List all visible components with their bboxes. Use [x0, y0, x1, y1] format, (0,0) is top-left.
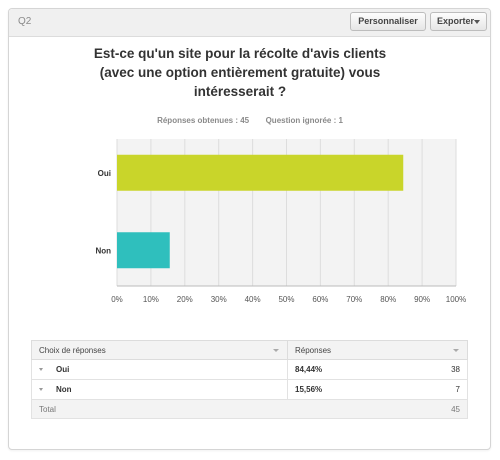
answer-percent: 84,44% [295, 365, 323, 374]
chevron-down-icon [453, 349, 459, 352]
answer-percent: 15,56% [295, 385, 323, 394]
x-tick-label: 30% [211, 295, 227, 304]
chevron-down-icon[interactable] [39, 388, 43, 392]
response-stats: Réponses obtenues : 45 Question ignorée … [0, 116, 500, 125]
total-label: Total [31, 399, 432, 419]
answered-count: Réponses obtenues : 45 [157, 116, 250, 125]
answer-count: 7 [432, 379, 468, 400]
total-count: 45 [432, 399, 468, 419]
y-category-label: Non [95, 246, 111, 255]
answer-label: Oui [56, 365, 70, 374]
card-header: Q2 Personnaliser Exporter [9, 9, 490, 37]
chevron-down-icon [273, 349, 279, 352]
answer-label: Non [56, 385, 72, 394]
table-header-row: Choix de réponses Réponses [31, 340, 468, 360]
responses-column-header[interactable]: Réponses [287, 340, 468, 360]
choices-column-header[interactable]: Choix de réponses [31, 340, 288, 360]
chevron-down-icon[interactable] [39, 368, 43, 372]
x-tick-label: 0% [111, 295, 123, 304]
responses-table: Choix de réponses Réponses Oui 84,44% 38… [31, 340, 468, 419]
x-tick-label: 100% [446, 295, 466, 304]
bar-chart: 0% 10% 20% 30% 40% 50% 60% 70% 80% 90% 100% Oui Non [95, 139, 466, 304]
x-tick-label: 10% [143, 295, 159, 304]
table-row[interactable]: Oui 84,44% 38 [31, 359, 468, 380]
export-button[interactable]: Exporter [430, 12, 487, 31]
choices-column-label: Choix de réponses [39, 345, 106, 355]
export-button-label: Exporter [437, 16, 475, 26]
question-number: Q2 [18, 16, 32, 27]
chevron-down-icon [474, 20, 480, 24]
bar-oui[interactable] [117, 154, 404, 191]
question-title: Est-ce qu'un site pour la récolte d'avis… [93, 46, 387, 99]
bar-non[interactable] [117, 232, 170, 269]
x-tick-label: 40% [245, 295, 261, 304]
x-tick-label: 90% [414, 295, 430, 304]
table-row[interactable]: Non 15,56% 7 [31, 379, 468, 400]
customize-button[interactable]: Personnaliser [350, 12, 426, 31]
total-row: Total 45 [31, 399, 468, 419]
answer-count: 38 [432, 359, 468, 380]
x-tick-label: 60% [312, 295, 328, 304]
y-category-label: Oui [98, 169, 111, 178]
skipped-count: Question ignorée : 1 [265, 116, 343, 125]
x-tick-label: 50% [278, 295, 294, 304]
responses-column-label: Réponses [295, 345, 332, 355]
x-tick-label: 20% [177, 295, 193, 304]
x-tick-label: 70% [346, 295, 362, 304]
x-tick-label: 80% [380, 295, 396, 304]
